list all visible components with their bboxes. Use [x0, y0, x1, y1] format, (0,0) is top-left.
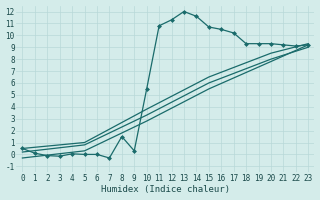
X-axis label: Humidex (Indice chaleur): Humidex (Indice chaleur)	[101, 185, 230, 194]
